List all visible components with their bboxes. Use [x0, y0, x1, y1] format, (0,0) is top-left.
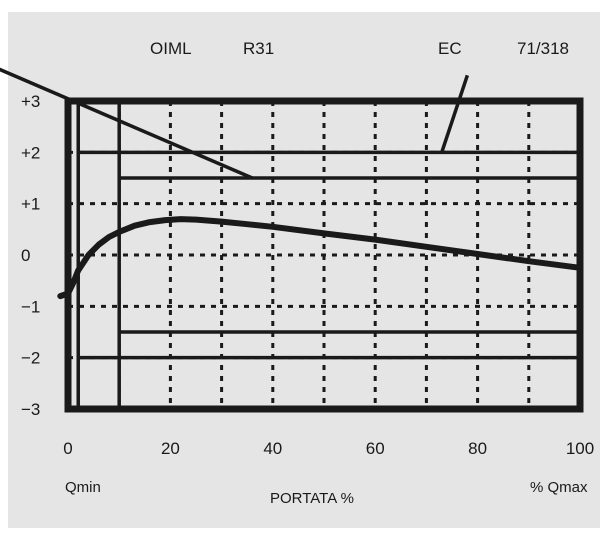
- x-tick-label: 0: [63, 439, 72, 458]
- x-min-label: Qmin: [65, 479, 101, 496]
- x-tick-label: 20: [161, 439, 180, 458]
- limit-bands: [76, 101, 580, 409]
- ec-ref-label: 71/318: [517, 39, 569, 58]
- y-tick-labels: +3 +2 +1 0 −1 −2 −3: [21, 92, 40, 419]
- x-tick-label: 60: [366, 439, 385, 458]
- error-curve-layer: [57, 216, 583, 300]
- x-tick-label: 100: [566, 439, 594, 458]
- x-axis-title: PORTATA %: [270, 490, 354, 507]
- x-tick-label: 80: [468, 439, 487, 458]
- plot-frame: [64, 97, 584, 413]
- chart-background: [8, 12, 600, 528]
- y-tick-label: 0: [21, 246, 30, 265]
- oiml-label: OIML: [150, 39, 192, 58]
- r31-label: R31: [243, 39, 274, 58]
- plot-border: [64, 97, 584, 413]
- y-tick-label: −1: [21, 297, 40, 316]
- leader-lines: [0, 67, 470, 180]
- y-tick-label: +1: [21, 195, 40, 214]
- leader-line: [440, 74, 470, 153]
- ec-label: EC: [438, 39, 462, 58]
- leader-line: [0, 67, 254, 180]
- y-tick-label: +2: [21, 143, 40, 162]
- x-max-label: % Qmax: [530, 479, 588, 496]
- y-tick-label: −2: [21, 349, 40, 368]
- y-tick-label: −3: [21, 400, 40, 419]
- error-curve: [57, 216, 583, 300]
- x-tick-labels: 0 20 40 60 80 100: [63, 439, 594, 458]
- x-tick-label: 40: [263, 439, 282, 458]
- y-tick-label: +3: [21, 92, 40, 111]
